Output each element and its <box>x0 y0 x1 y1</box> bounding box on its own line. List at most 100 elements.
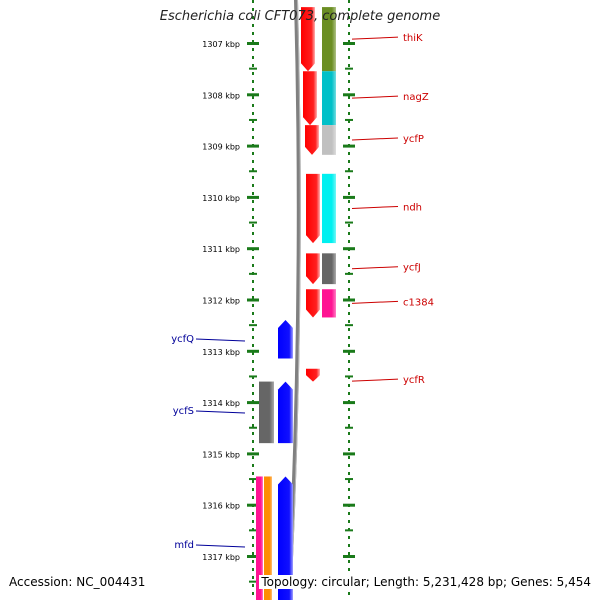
scale-line-right <box>348 408 350 411</box>
scale-tick-minor <box>345 375 353 378</box>
scale-tick-minor <box>345 426 353 429</box>
gene-thik-leader <box>351 36 399 40</box>
scale-tick-major <box>247 349 259 353</box>
gene-c1384-leader <box>351 300 399 304</box>
scale-line-right <box>348 200 350 203</box>
scale-line-right <box>348 512 350 515</box>
scale-tick-minor <box>345 170 353 173</box>
gene-ndh-cog-bar-shine <box>322 173 336 244</box>
scale-line-right <box>348 64 350 67</box>
scale-line-left <box>252 304 254 307</box>
scale-line-right <box>348 216 350 219</box>
scale-tick-minor <box>249 426 257 429</box>
scale-tick-minor <box>249 324 257 327</box>
scale-line-right <box>348 552 350 555</box>
scale-line-right <box>348 368 350 371</box>
gene-ycfp-arrow <box>305 125 319 155</box>
scale-line-left <box>252 0 254 3</box>
scale-line-left <box>252 464 254 467</box>
scale-line-left <box>252 416 254 419</box>
scale-tick-major <box>343 298 355 302</box>
scale-tick-label: 1314 kbp <box>202 399 240 408</box>
map-title: Escherichia coli CFT073, complete genome <box>159 9 441 24</box>
scale-tick-major <box>343 247 355 251</box>
scale-line-left <box>252 128 254 131</box>
scale-line-right <box>348 296 350 299</box>
scale-line-left <box>252 376 254 379</box>
scale-tick-minor <box>249 272 257 275</box>
scale-line-right <box>348 304 350 307</box>
scale-line-left <box>252 480 254 483</box>
scale-tick-minor <box>249 478 257 481</box>
scale-tick-major <box>247 452 259 456</box>
scale-line-left <box>252 200 254 203</box>
gene-thik-arrow <box>301 7 315 72</box>
scale-line-left <box>252 352 254 355</box>
scale-line-left <box>252 408 254 411</box>
scale-line-left <box>252 160 254 163</box>
scale-tick-minor <box>249 67 257 70</box>
scale-line-right <box>348 152 350 155</box>
scale-line-left <box>252 512 254 515</box>
gene-thik-cog-bar-shine <box>322 7 336 72</box>
scale-line-right <box>348 104 350 107</box>
gene-mfd-cog-bar-shine <box>256 476 263 604</box>
scale-line-left <box>252 360 254 363</box>
scale-line-right <box>348 312 350 315</box>
gene-ycfq-arrow <box>278 320 293 359</box>
scale-line-left <box>252 176 254 179</box>
scale-tick-minor <box>249 118 257 121</box>
scale-line-right <box>348 472 350 475</box>
scale-line-left <box>252 168 254 171</box>
scale-line-right <box>348 112 350 115</box>
scale-line-right <box>348 240 350 243</box>
scale-line-left <box>252 384 254 387</box>
gene-ycfr-label: ycfR <box>403 375 425 386</box>
scale-tick-label: 1309 kbp <box>202 143 240 152</box>
gene-nagz-arrow <box>303 71 317 126</box>
scale-line-right <box>348 56 350 59</box>
scale-line-left <box>252 592 254 595</box>
scale-line-right <box>348 520 350 523</box>
gene-ycfr-arrow <box>306 368 320 382</box>
scale-line-left <box>252 64 254 67</box>
scale-line-right <box>348 72 350 75</box>
gene-ycfp-leader <box>351 137 399 141</box>
scale-line-right <box>348 536 350 539</box>
scale-line-left <box>252 344 254 347</box>
scale-line-right <box>348 176 350 179</box>
gene-mfd-leader <box>195 544 246 548</box>
scale-line-right <box>348 592 350 595</box>
gene-mfd-arrow <box>278 476 293 604</box>
scale-tick-major <box>247 93 259 97</box>
gene-nagz-leader <box>351 95 399 99</box>
scale-line-left <box>252 328 254 331</box>
scale-line-right <box>348 32 350 35</box>
scale-tick-minor <box>345 272 353 275</box>
gene-ycfp-label: ycfP <box>403 134 424 145</box>
scale-tick-major <box>247 298 259 302</box>
gene-ndh-leader <box>351 205 399 209</box>
scale-line-right <box>348 256 350 259</box>
scale-line-left <box>252 104 254 107</box>
scale-tick-major <box>343 555 355 558</box>
scale-line-left <box>252 336 254 339</box>
scale-line-right <box>348 232 350 235</box>
scale-line-left <box>252 184 254 187</box>
scale-line-right <box>348 8 350 11</box>
scale-line-right <box>348 184 350 187</box>
scale-tick-label: 1316 kbp <box>202 502 240 511</box>
scale-line-left <box>252 552 254 555</box>
scale-tick-major <box>343 195 355 199</box>
scale-line-left <box>252 24 254 27</box>
gene-c1384-label: c1384 <box>403 297 434 308</box>
scale-tick-major <box>247 144 259 148</box>
scale-line-right <box>348 96 350 99</box>
gene-ycfj-cog-bar-shine <box>322 253 336 285</box>
scale-line-left <box>252 112 254 115</box>
gene-c1384-arrow <box>306 289 320 318</box>
scale-tick-label: 1311 kbp <box>202 245 240 254</box>
scale-tick-major <box>343 144 355 148</box>
scale-line-left <box>252 560 254 563</box>
